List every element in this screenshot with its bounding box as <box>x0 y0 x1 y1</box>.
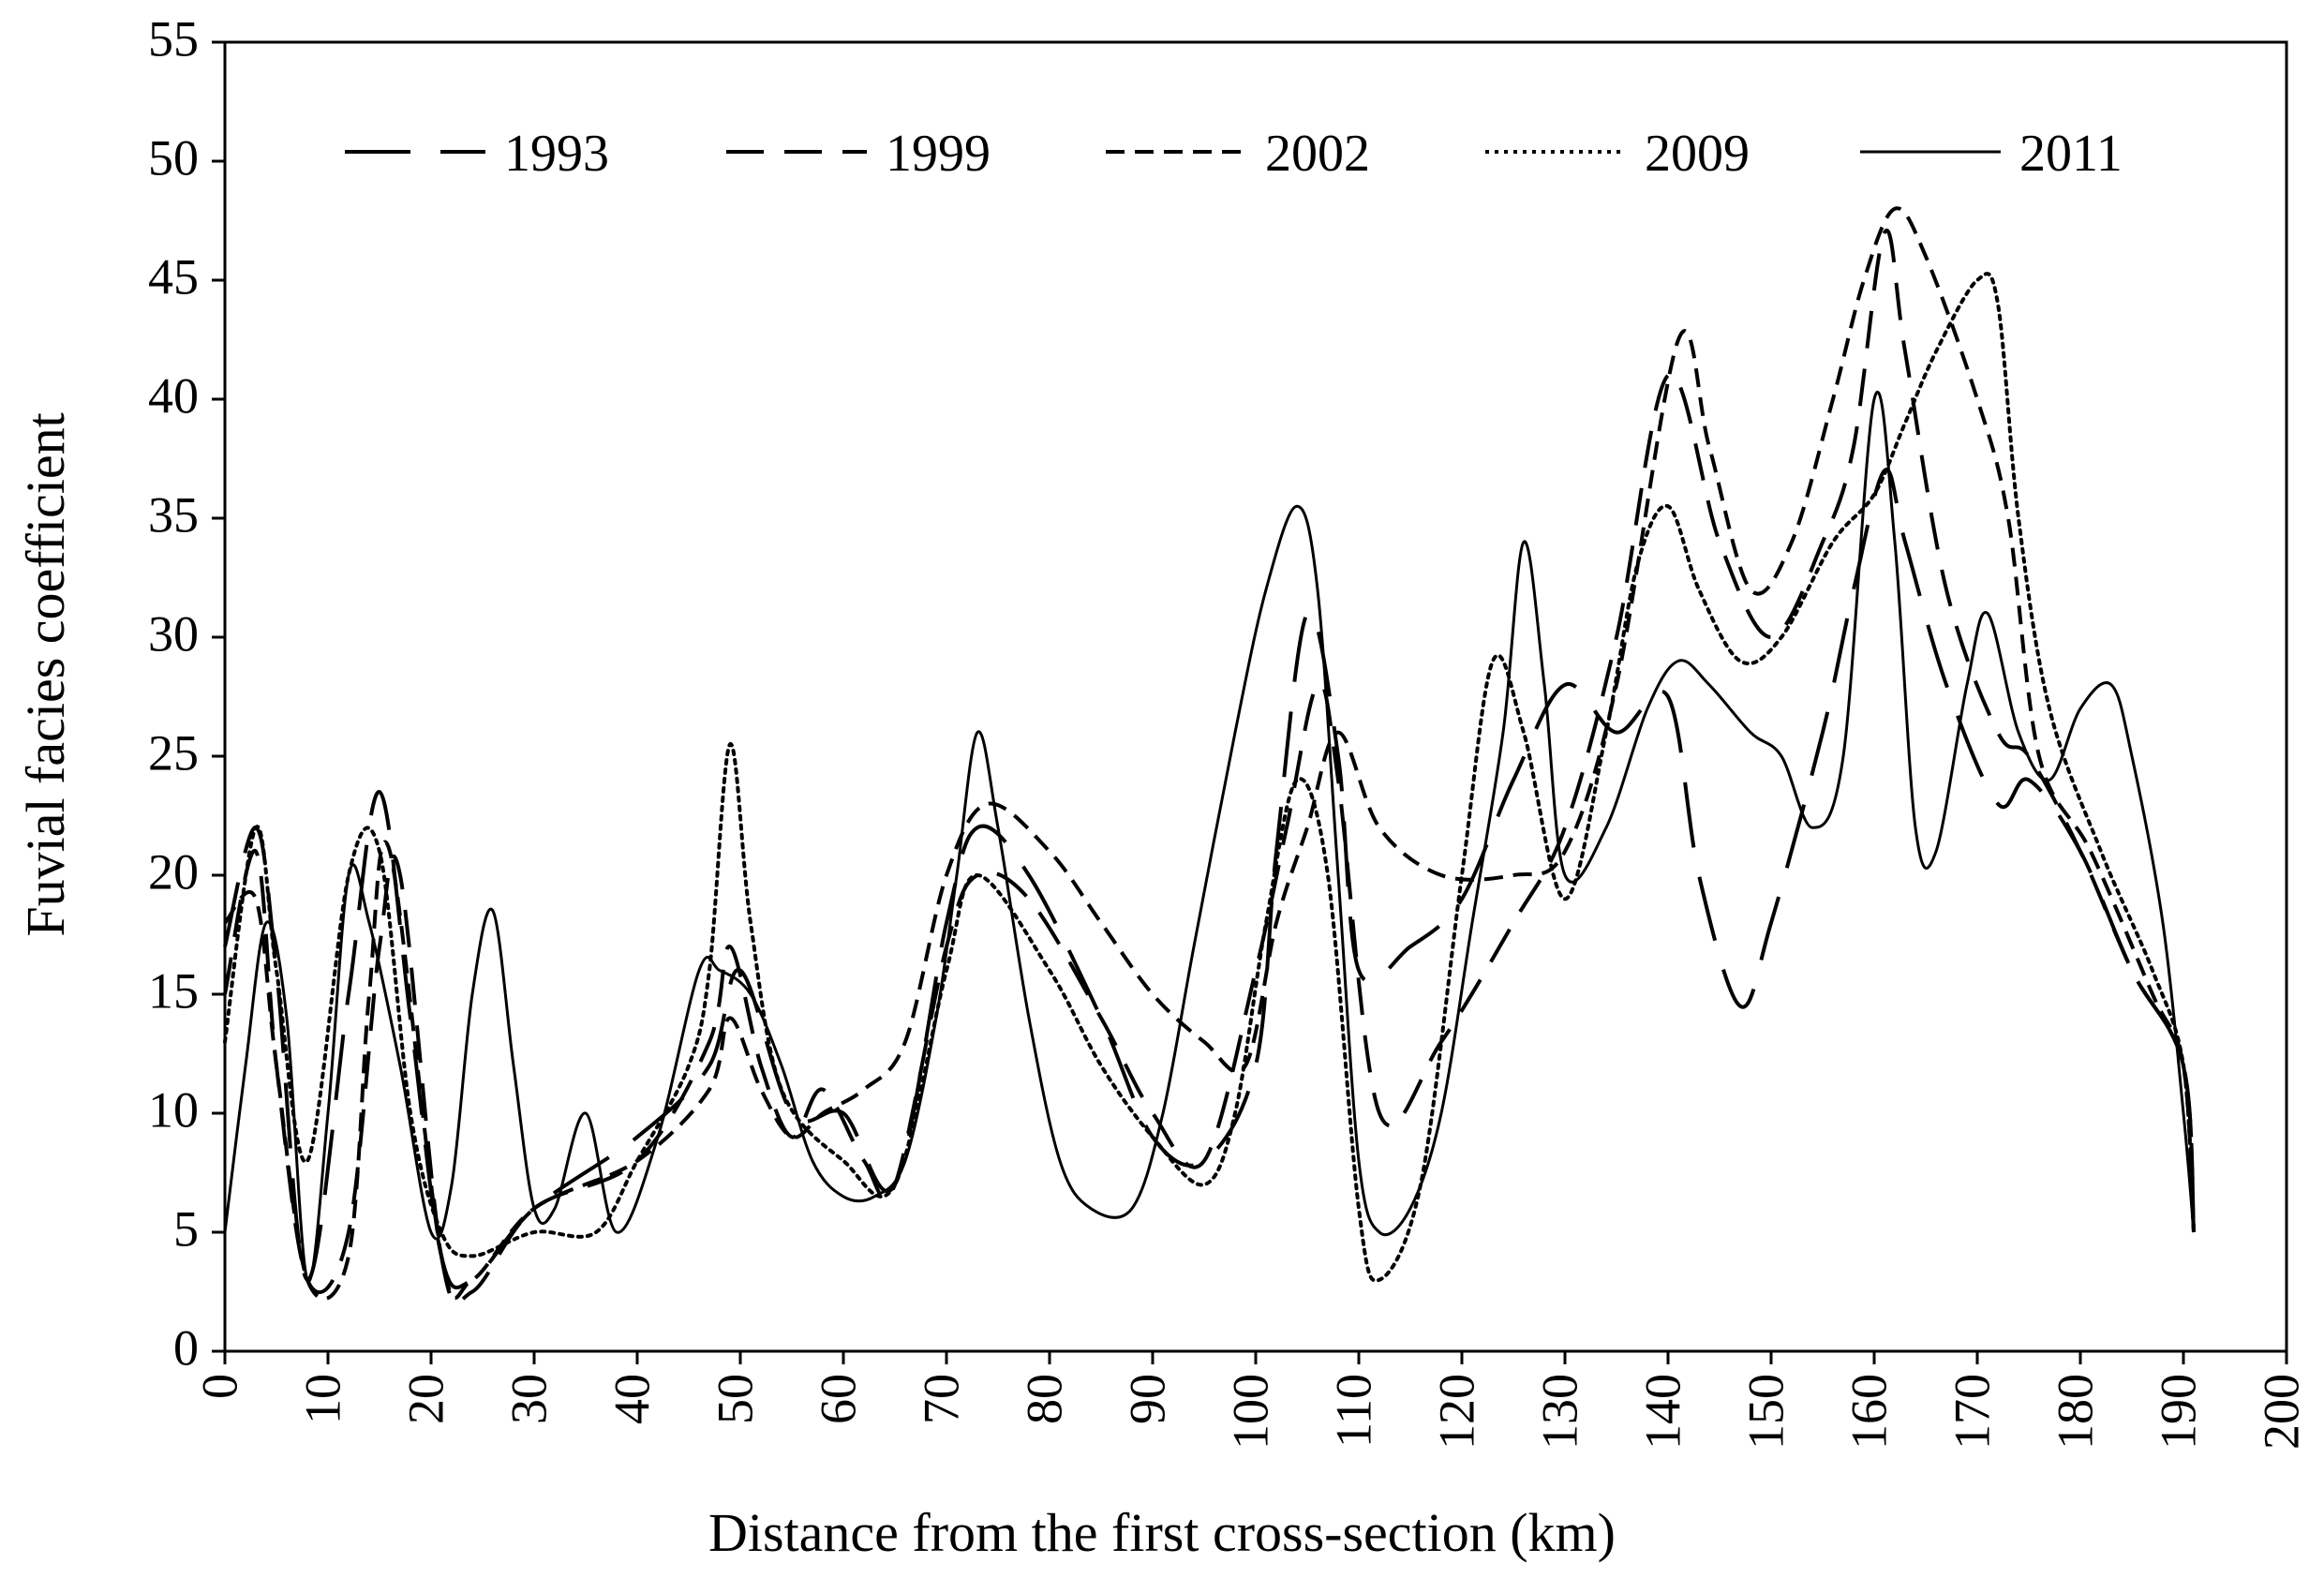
x-tick-label: 130 <box>1531 1374 1587 1450</box>
x-tick-label: 200 <box>2253 1374 2309 1450</box>
y-tick-label: 40 <box>148 367 199 424</box>
x-tick-label: 100 <box>1222 1374 1278 1450</box>
legend-label-2002: 2002 <box>1265 125 1370 183</box>
x-tick-label: 10 <box>294 1374 350 1424</box>
x-tick-label: 110 <box>1325 1374 1381 1448</box>
y-tick-label: 35 <box>148 486 199 543</box>
x-tick-label: 140 <box>1634 1374 1691 1450</box>
y-tick-label: 15 <box>148 962 199 1019</box>
series-line-1999 <box>223 228 2196 1305</box>
x-tick-label: 30 <box>500 1374 557 1424</box>
y-tick-label: 20 <box>148 843 199 900</box>
x-tick-label: 70 <box>913 1374 969 1424</box>
legend-label-2011: 2011 <box>2019 125 2123 183</box>
x-tick-label: 60 <box>810 1374 866 1424</box>
x-tick-label: 120 <box>1428 1374 1484 1450</box>
series-line-2009 <box>223 272 2196 1283</box>
y-tick-label: 45 <box>148 248 199 305</box>
x-tick-label: 40 <box>603 1374 660 1424</box>
x-tick-label: 170 <box>1944 1374 2000 1450</box>
x-tick-label: 0 <box>191 1374 247 1399</box>
legend-label-1993: 1993 <box>504 125 609 183</box>
y-tick-label: 5 <box>173 1200 199 1257</box>
y-tick-label: 50 <box>148 129 199 186</box>
x-tick-label: 180 <box>2047 1374 2103 1450</box>
y-tick-label: 25 <box>148 724 199 781</box>
x-axis: 0 10 20 30 40 50 60 70 80 90 100 110 120 130 140 150 160… <box>191 1351 2309 1450</box>
y-tick-label: 30 <box>148 605 199 662</box>
series-line-2011 <box>223 390 2196 1283</box>
x-tick-label: 80 <box>1016 1374 1072 1424</box>
y-axis-title: Fuvial facies coefficient <box>15 412 76 936</box>
x-tick-label: 50 <box>707 1374 763 1424</box>
plot-frame <box>223 40 2288 1353</box>
x-tick-label: 90 <box>1119 1374 1175 1424</box>
legend-label-1999: 1999 <box>886 125 991 183</box>
x-axis-title: Distance from the first cross-section (k… <box>708 1502 1616 1563</box>
y-tick-label: 0 <box>173 1319 199 1376</box>
legend-label-2009: 2009 <box>1645 125 1750 183</box>
plot-area <box>223 40 2288 1353</box>
x-tick-label: 160 <box>1840 1374 1897 1450</box>
x-tick-label: 20 <box>397 1374 454 1424</box>
y-axis: 0 5 10 15 20 25 30 35 40 45 50 55 <box>148 10 225 1376</box>
series-line-2002 <box>223 206 2196 1301</box>
x-tick-label: 190 <box>2150 1374 2206 1450</box>
legend: 1993 1999 2002 2009 2011 <box>345 125 2123 183</box>
series-layer <box>223 206 2196 1305</box>
y-tick-label: 55 <box>148 10 199 67</box>
y-tick-label: 10 <box>148 1081 199 1138</box>
x-tick-label: 150 <box>1737 1374 1794 1450</box>
